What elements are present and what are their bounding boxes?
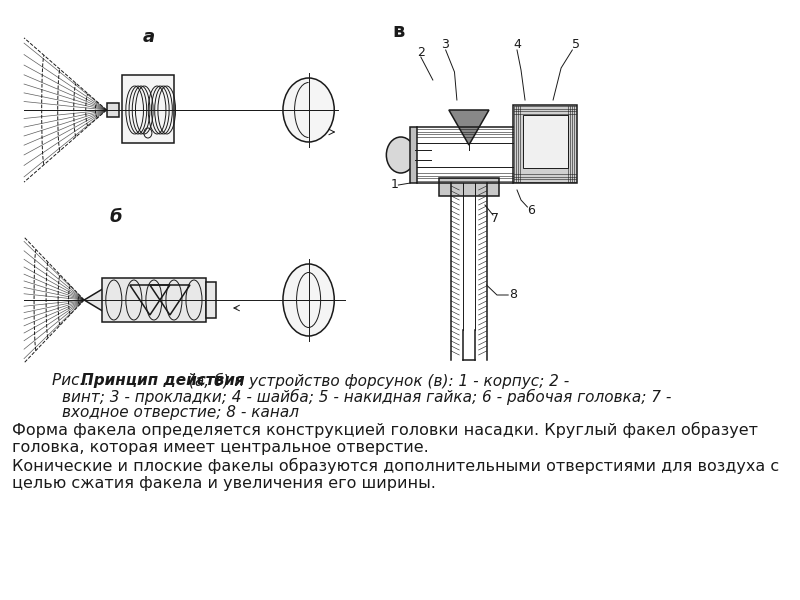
Text: (а, б) и устройство форсунок (в): 1 - корпус; 2 -: (а, б) и устройство форсунок (в): 1 - ко…	[183, 373, 569, 389]
Text: 6: 6	[526, 203, 534, 217]
Text: входное отверстие; 8 - канал: входное отверстие; 8 - канал	[62, 405, 298, 420]
Bar	[102, 278, 206, 322]
Bar	[513, 105, 577, 183]
Polygon shape	[84, 288, 104, 312]
Ellipse shape	[283, 264, 334, 336]
Text: б: б	[110, 208, 122, 226]
Text: в: в	[393, 22, 405, 41]
Bar	[122, 75, 174, 143]
Bar	[439, 178, 498, 196]
Text: головка, которая имеет центральное отверстие.: головка, которая имеет центральное отвер…	[12, 440, 429, 455]
Circle shape	[386, 137, 415, 173]
Text: 1: 1	[390, 179, 398, 191]
Text: Рис..: Рис..	[52, 373, 94, 388]
Circle shape	[283, 78, 334, 142]
Text: 4: 4	[513, 38, 521, 52]
Text: Конические и плоские факелы образуются дополнительными отверстиями для воздуха с: Конические и плоские факелы образуются д…	[12, 458, 779, 474]
Text: а: а	[142, 28, 154, 46]
Text: 2: 2	[417, 46, 425, 58]
Polygon shape	[449, 110, 489, 145]
Bar	[410, 127, 417, 183]
Bar	[206, 282, 216, 318]
Text: винт; 3 - прокладки; 4 - шайба; 5 - накидная гайка; 6 - рабочая головка; 7 -: винт; 3 - прокладки; 4 - шайба; 5 - наки…	[62, 389, 671, 405]
Text: 8: 8	[509, 289, 517, 301]
Text: целью сжатия факела и увеличения его ширины.: целью сжатия факела и увеличения его шир…	[12, 476, 436, 491]
Text: 3: 3	[441, 38, 449, 52]
Bar	[106, 103, 118, 117]
Text: 5: 5	[571, 38, 579, 52]
Text: Принцип действия: Принцип действия	[81, 373, 245, 388]
Bar	[522, 115, 567, 168]
Text: Форма факела определяется конструкцией головки насадки. Круглый факел образует: Форма факела определяется конструкцией г…	[12, 422, 758, 438]
Text: 7: 7	[491, 211, 499, 224]
